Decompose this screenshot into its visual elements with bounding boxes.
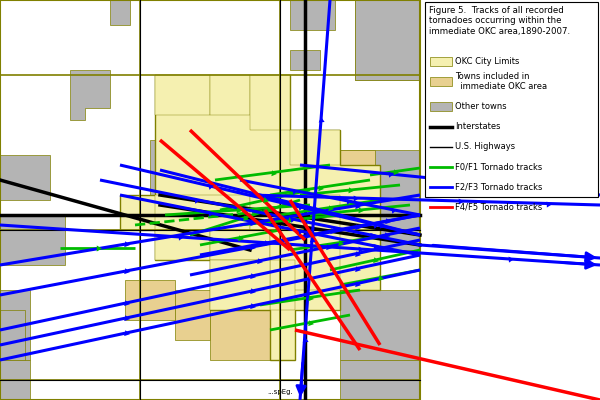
- Polygon shape: [340, 360, 420, 400]
- Text: Interstates: Interstates: [455, 122, 500, 131]
- Polygon shape: [155, 75, 200, 115]
- Polygon shape: [0, 155, 50, 200]
- Polygon shape: [210, 230, 270, 260]
- Polygon shape: [155, 75, 210, 115]
- Polygon shape: [160, 230, 200, 260]
- Polygon shape: [250, 75, 290, 130]
- Polygon shape: [310, 150, 420, 200]
- Polygon shape: [420, 0, 600, 400]
- Polygon shape: [155, 195, 250, 230]
- Polygon shape: [425, 2, 598, 197]
- Polygon shape: [155, 230, 210, 260]
- Polygon shape: [340, 150, 375, 200]
- Polygon shape: [120, 75, 380, 360]
- Polygon shape: [0, 0, 420, 400]
- Polygon shape: [290, 50, 320, 70]
- Polygon shape: [355, 0, 420, 80]
- Polygon shape: [0, 290, 30, 360]
- Polygon shape: [150, 140, 230, 200]
- Polygon shape: [155, 200, 190, 230]
- Text: Other towns: Other towns: [455, 102, 506, 111]
- Polygon shape: [0, 215, 65, 265]
- Text: F4/F5 Tornado tracks: F4/F5 Tornado tracks: [455, 202, 542, 211]
- Text: U.S. Highways: U.S. Highways: [455, 142, 515, 151]
- Polygon shape: [355, 50, 420, 80]
- Polygon shape: [70, 70, 110, 120]
- Polygon shape: [200, 75, 250, 130]
- Polygon shape: [355, 0, 420, 75]
- Polygon shape: [270, 260, 295, 310]
- Polygon shape: [430, 57, 452, 66]
- Polygon shape: [210, 75, 250, 115]
- Text: Figure 5.  Tracks of all recorded
tornadoes occurring within the
immediate OKC a: Figure 5. Tracks of all recorded tornado…: [429, 6, 570, 36]
- Polygon shape: [370, 200, 420, 250]
- Polygon shape: [210, 305, 270, 360]
- Polygon shape: [430, 77, 452, 86]
- Polygon shape: [280, 165, 340, 210]
- Text: F0/F1 Tornado tracks: F0/F1 Tornado tracks: [455, 162, 542, 171]
- Polygon shape: [290, 230, 340, 290]
- Polygon shape: [270, 230, 340, 290]
- Text: F2/F3 Tornado tracks: F2/F3 Tornado tracks: [455, 182, 542, 191]
- Polygon shape: [210, 260, 270, 310]
- Text: ...spEg.: ...spEg.: [267, 389, 293, 395]
- Polygon shape: [110, 0, 130, 25]
- Polygon shape: [430, 102, 452, 111]
- Polygon shape: [290, 0, 335, 30]
- Text: OKC City Limits: OKC City Limits: [455, 57, 520, 66]
- Polygon shape: [0, 360, 30, 400]
- Polygon shape: [125, 280, 175, 320]
- Polygon shape: [340, 290, 420, 360]
- Polygon shape: [290, 130, 340, 165]
- Polygon shape: [250, 75, 290, 145]
- Polygon shape: [0, 310, 25, 360]
- Polygon shape: [335, 200, 370, 230]
- Polygon shape: [175, 290, 210, 340]
- Polygon shape: [250, 195, 340, 230]
- Text: Towns included in
  immediate OKC area: Towns included in immediate OKC area: [455, 72, 547, 91]
